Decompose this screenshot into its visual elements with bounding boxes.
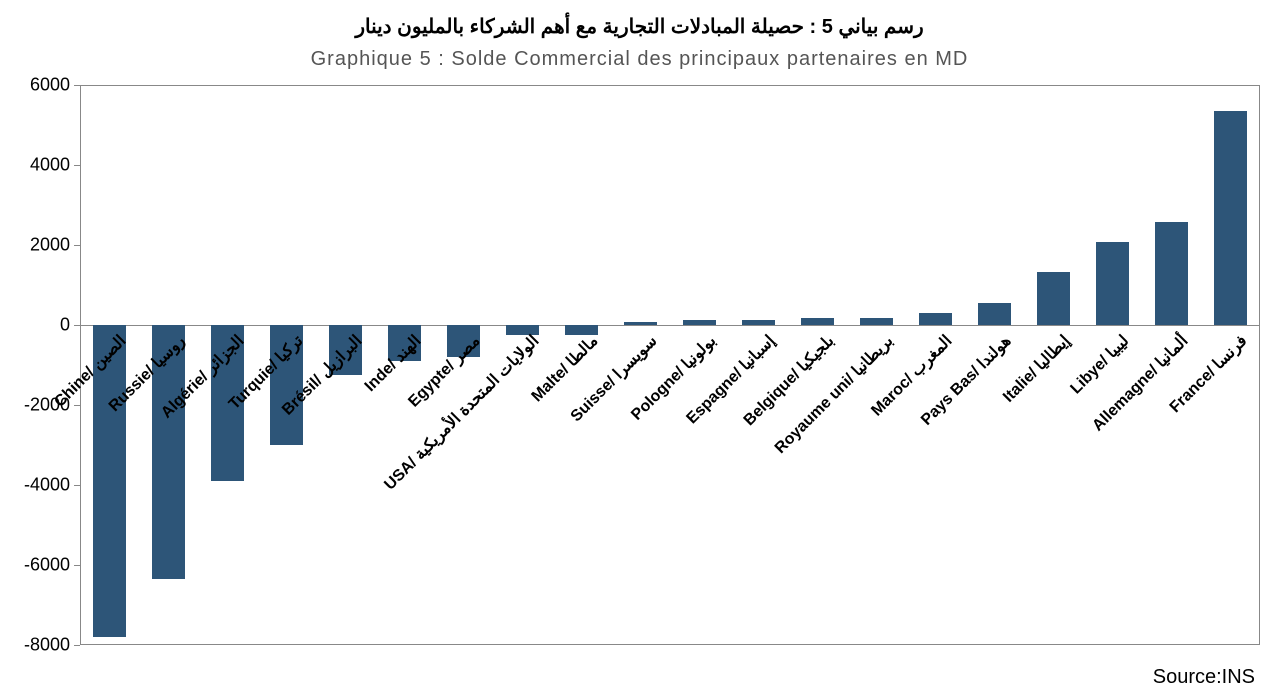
- y-tick-mark: [74, 85, 80, 86]
- chart-container: رسم بياني 5 : حصيلة المبادلات التجارية م…: [0, 0, 1279, 693]
- bar: [624, 322, 656, 325]
- y-tick-label: -4000: [0, 475, 70, 496]
- y-tick-mark: [74, 325, 80, 326]
- bar: [860, 318, 892, 325]
- y-tick-label: 0: [0, 315, 70, 336]
- y-tick-mark: [74, 165, 80, 166]
- bar: [506, 325, 538, 335]
- y-tick-label: 6000: [0, 75, 70, 96]
- bar: [1096, 242, 1128, 325]
- bar: [801, 318, 833, 325]
- bar: [565, 325, 597, 335]
- y-tick-mark: [74, 245, 80, 246]
- y-tick-label: 2000: [0, 235, 70, 256]
- bar: [1037, 272, 1069, 325]
- y-tick-label: -6000: [0, 555, 70, 576]
- y-tick-mark: [74, 485, 80, 486]
- y-tick-mark: [74, 565, 80, 566]
- bar: [683, 320, 715, 325]
- y-tick-label: 4000: [0, 155, 70, 176]
- bar: [978, 303, 1010, 325]
- bar: [919, 313, 951, 325]
- chart-title-arabic: رسم بياني 5 : حصيلة المبادلات التجارية م…: [0, 14, 1279, 39]
- bar: [1155, 222, 1187, 325]
- zero-baseline: [80, 325, 1260, 326]
- bar: [1214, 111, 1246, 325]
- chart-title-french: Graphique 5 : Solde Commercial des princ…: [0, 48, 1279, 71]
- y-tick-label: -8000: [0, 635, 70, 656]
- y-tick-mark: [74, 405, 80, 406]
- y-tick-mark: [74, 645, 80, 646]
- chart-source: Source:INS: [1153, 666, 1255, 689]
- bar: [742, 320, 774, 325]
- plot-area: [80, 85, 1260, 645]
